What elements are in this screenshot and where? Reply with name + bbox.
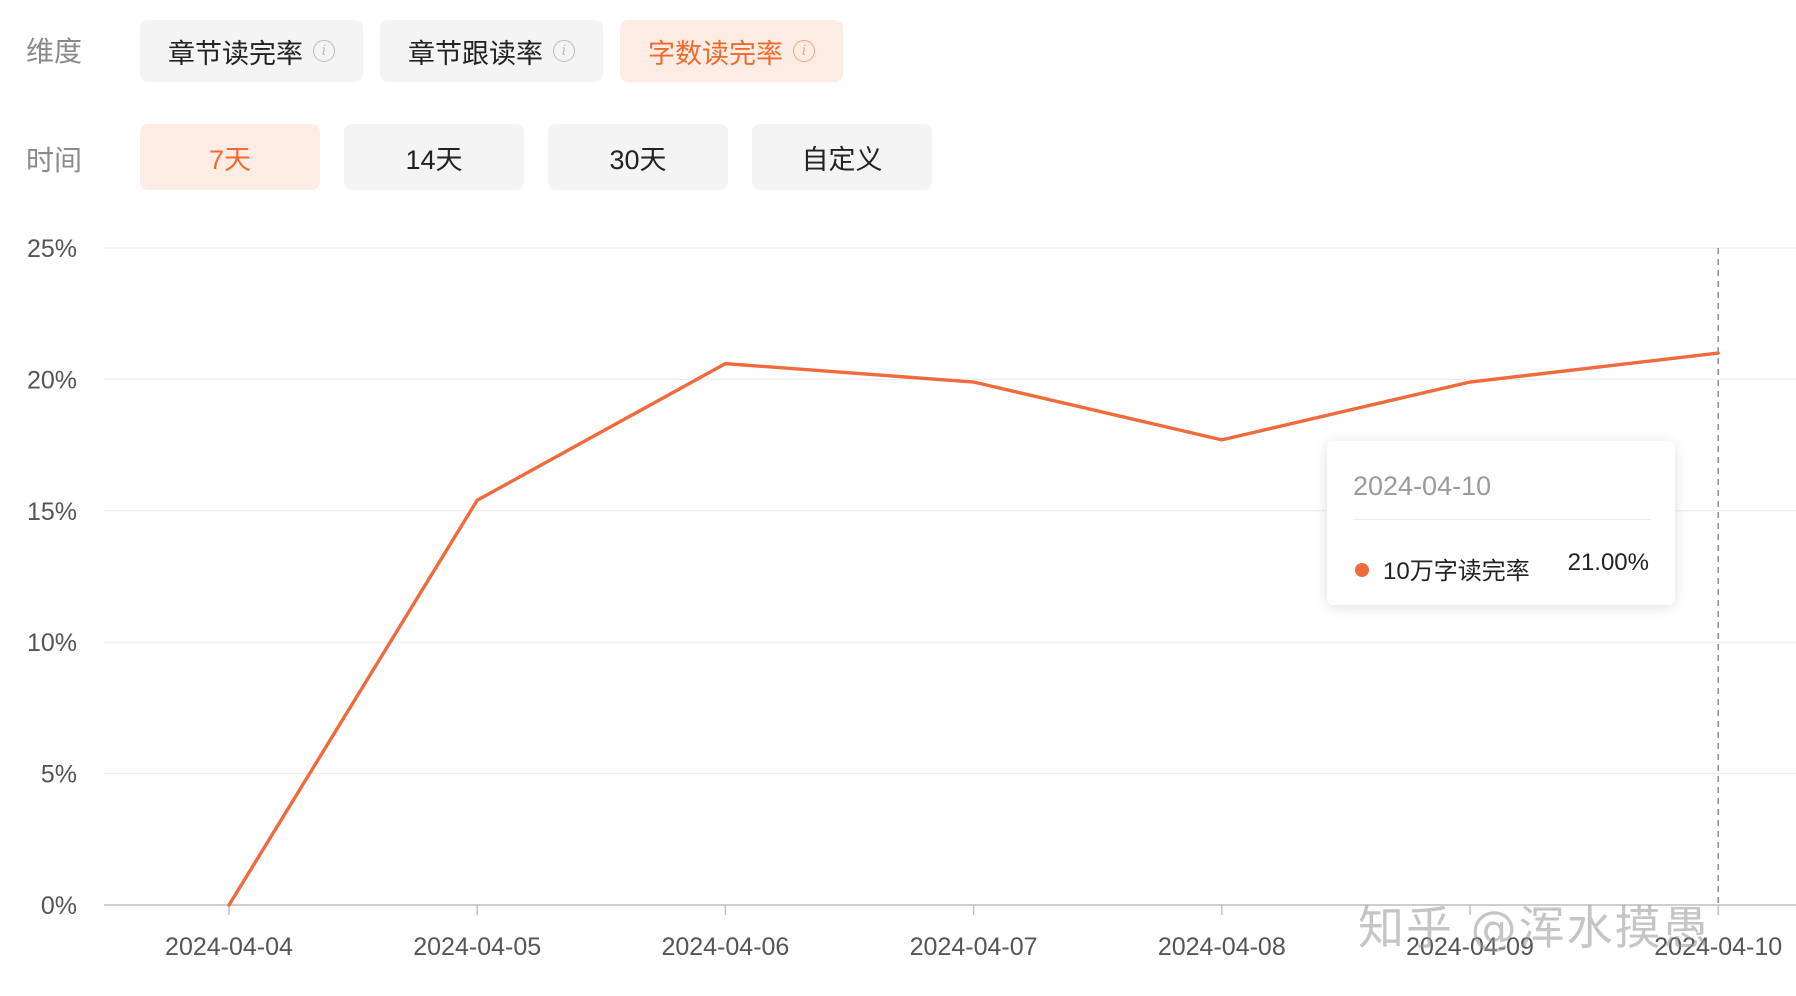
data-point [724, 362, 727, 365]
x-tick-label: 2024-04-09 [1406, 933, 1534, 961]
dimension-chapter-completion-button[interactable]: 章节读完率 i [140, 20, 363, 82]
data-point [476, 499, 479, 502]
tooltip-divider [1353, 519, 1651, 520]
time-30d-button[interactable]: 30天 [548, 124, 728, 190]
data-point [972, 380, 975, 384]
y-tick-label: 10% [27, 629, 77, 657]
time-14d-button[interactable]: 14天 [344, 124, 524, 190]
dimension-word-completion-button[interactable]: 字数读完率 i [620, 20, 843, 82]
y-tick-label: 20% [27, 366, 77, 394]
x-tick-label: 2024-04-06 [661, 933, 789, 961]
series-color-dot [1355, 563, 1369, 577]
time-option-label: 30天 [609, 144, 667, 175]
dimension-option-label: 字数读完率 [648, 38, 783, 69]
time-label: 时间 [26, 145, 83, 176]
series-line [227, 351, 1720, 907]
x-tick-label: 2024-04-04 [165, 933, 293, 961]
x-tick-label: 2024-04-08 [1158, 933, 1286, 961]
dimension-label: 维度 [26, 36, 83, 67]
dimension-chapter-follow-button[interactable]: 章节跟读率 i [380, 20, 603, 82]
data-point [1717, 351, 1720, 355]
info-icon[interactable]: i [553, 40, 575, 62]
time-7d-button[interactable]: 7天 [140, 124, 320, 190]
watermark: 知乎 @浑水摸愚 [1358, 901, 1711, 955]
time-custom-button[interactable]: 自定义 [752, 124, 932, 190]
tooltip-series-name: 10万字读完率 [1383, 558, 1530, 585]
data-point [227, 903, 231, 907]
y-tick-label: 25% [27, 235, 77, 263]
time-option-label: 14天 [405, 144, 463, 175]
dimension-option-label: 章节读完率 [168, 38, 303, 69]
info-icon[interactable]: i [793, 40, 815, 62]
tooltip-value: 21.00% [1567, 549, 1649, 576]
chart-tooltip: 2024-04-10 10万字读完率 21.00% [1327, 441, 1675, 605]
time-option-label: 自定义 [801, 144, 883, 175]
time-option-label: 7天 [208, 144, 252, 175]
y-tick-label: 15% [27, 498, 77, 526]
data-point [1468, 380, 1472, 384]
info-icon[interactable]: i [313, 40, 335, 62]
y-tick-label: 0% [41, 892, 77, 920]
x-tick-label: 2024-04-05 [413, 933, 541, 961]
data-point [1220, 438, 1224, 442]
x-tick-label: 2024-04-07 [910, 933, 1038, 961]
dimension-option-label: 章节跟读率 [408, 38, 543, 69]
y-tick-label: 5% [41, 761, 77, 789]
tooltip-date: 2024-04-10 [1353, 471, 1492, 501]
x-tick-label: 2024-04-10 [1654, 933, 1782, 961]
